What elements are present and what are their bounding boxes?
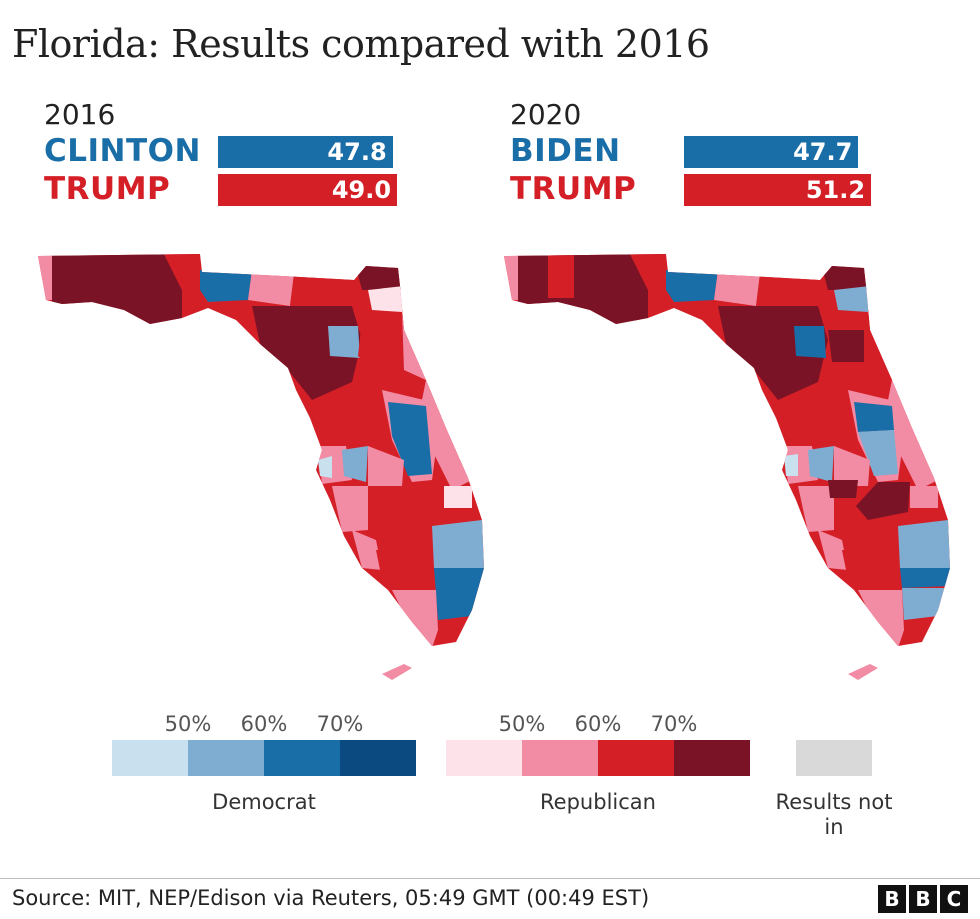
legend-swatch [112,740,188,776]
candidate-name: CLINTON [44,133,201,169]
bbc-logo-letter: B [878,885,906,913]
legend-ticks: 50% 60% 70% [446,712,750,740]
county-fills [504,254,950,646]
vote-share-bar: 51.2 [684,174,872,206]
legend-republican: 50% 60% 70% Republican [446,712,750,814]
year-label: 2016 [44,98,116,131]
legend-swatch [446,740,522,776]
legend-swatch [598,740,674,776]
results-panel-2016: 2016 CLINTON 47.8 TRUMP 49.0 [44,96,504,210]
candidate-name: TRUMP [44,171,171,207]
vote-share-bar: 49.0 [218,174,398,206]
legend-swatch-no-result [796,740,872,776]
results-panel-2020: 2020 BIDEN 47.7 TRUMP 51.2 [510,96,970,210]
year-label: 2020 [510,98,582,131]
legend-tick-70: 70% [650,712,698,736]
bbc-logo-letter: C [940,885,968,913]
legend-results-not-in: Results not in [776,740,892,839]
vote-share-value: 47.8 [327,138,387,166]
vote-share-bar: 47.8 [218,136,393,168]
vote-share-value: 49.0 [331,176,392,204]
source-note: Source: MIT, NEP/Edison via Reuters, 05:… [12,886,650,910]
legend-swatches [112,740,416,776]
florida-keys [848,664,878,680]
candidate-row-trump: TRUMP 49.0 [44,172,504,210]
county-fills [38,254,484,646]
footer-divider [0,878,980,879]
florida-county-map-2020 [504,254,950,680]
candidate-row-clinton: CLINTON 47.8 [44,134,504,172]
candidate-name: BIDEN [510,133,621,169]
legend-swatch [340,740,416,776]
vote-share-value: 51.2 [805,176,866,204]
candidate-row-biden: BIDEN 47.7 [510,134,970,172]
legend-tick-60: 60% [574,712,622,736]
legend-ticks: 50% 60% 70% [112,712,416,740]
candidate-name: TRUMP [510,171,637,207]
legend-tick-60: 60% [240,712,288,736]
legend-swatches [446,740,750,776]
candidate-row-trump: TRUMP 51.2 [510,172,970,210]
vote-share-value: 47.7 [793,138,853,166]
legend-tick-70: 70% [316,712,364,736]
legend-democrat: 50% 60% 70% Democrat [112,712,416,814]
florida-keys [382,664,412,680]
legend-label-results-not-in: Results not in [775,790,893,839]
legend-tick-50: 50% [498,712,546,736]
legend-swatch [522,740,598,776]
bbc-logo-letter: B [909,885,937,913]
legend-label-republican: Republican [540,790,656,814]
vote-share-bar: 47.7 [684,136,859,168]
page-title: Florida: Results compared with 2016 [12,22,710,66]
legend-swatch [674,740,750,776]
legend-label-democrat: Democrat [212,790,316,814]
bbc-logo: B B C [878,885,968,913]
legend-swatch [188,740,264,776]
florida-county-map-2016 [38,254,484,680]
legend-tick-50: 50% [164,712,212,736]
legend-swatch [264,740,340,776]
